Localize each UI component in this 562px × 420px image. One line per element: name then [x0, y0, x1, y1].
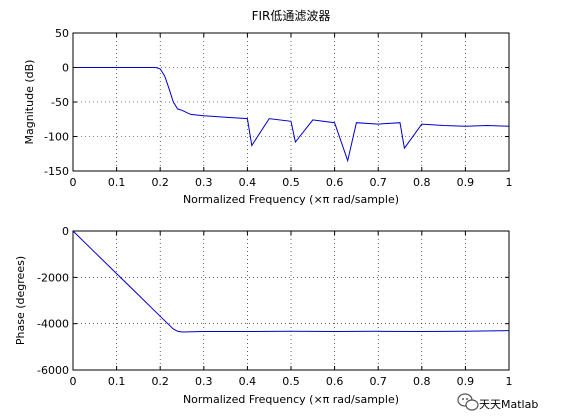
x-tick-label: 0.3 — [195, 176, 213, 189]
x-axis-label: Normalized Frequency (×π rad/sample) — [183, 193, 399, 206]
x-tick-label: 0 — [70, 176, 77, 189]
chart-title: FIR低通滤波器 — [252, 9, 331, 23]
y-tick-label: -4000 — [37, 318, 69, 331]
x-tick-label: 0.8 — [413, 375, 431, 388]
x-tick-label: 0.4 — [239, 375, 257, 388]
magnitude-plot: 0 0.1 0.2 0.3 0.4 0.5 0.6 0.7 0.8 0.9 1 -150 -100 -50… — [23, 9, 513, 206]
y-tick-label: -6000 — [37, 364, 69, 377]
phase-plot: 0 0.1 0.2 0.3 0.4 0.5 0.6 0.7 0.8 0.9 1 -6000 -4000 -… — [14, 225, 513, 406]
x-tick-label: 0.9 — [457, 375, 475, 388]
x-tick-label: 0.4 — [239, 176, 257, 189]
x-tick-label: 0.3 — [195, 375, 213, 388]
x-tick-label: 0 — [70, 375, 77, 388]
y-tick-label: -50 — [51, 96, 69, 109]
x-tick-label: 0.9 — [457, 176, 475, 189]
x-tick-label: 1 — [506, 375, 513, 388]
x-tick-label: 0.1 — [108, 375, 126, 388]
x-tick-label: 0.6 — [326, 375, 344, 388]
x-tick-label: 0.8 — [413, 176, 431, 189]
wechat-icon — [457, 393, 479, 411]
y-tick-label: -100 — [44, 131, 69, 144]
plot-area — [73, 231, 509, 370]
y-axis-label: Phase (degrees) — [14, 256, 27, 345]
y-tick-label: -150 — [44, 165, 69, 178]
x-tick-label: 0.2 — [151, 375, 169, 388]
x-axis-label: Normalized Frequency (×π rad/sample) — [183, 393, 399, 406]
y-axis-label: Magnitude (dB) — [23, 60, 36, 145]
x-tick-label: 0.5 — [282, 375, 300, 388]
series-line — [72, 230, 510, 333]
x-tick-label: 1 — [506, 176, 513, 189]
watermark-text: 天天Matlab — [479, 398, 538, 411]
x-tick-label: 0.7 — [369, 375, 387, 388]
x-tick-label: 0.6 — [326, 176, 344, 189]
x-tick-label: 0.5 — [282, 176, 300, 189]
y-tick-label: -2000 — [37, 271, 69, 284]
x-tick-label: 0.7 — [369, 176, 387, 189]
x-tick-label: 0.2 — [151, 176, 169, 189]
x-tick-label: 0.1 — [108, 176, 126, 189]
y-tick-label: 0 — [62, 225, 69, 238]
y-tick-label: 50 — [55, 27, 69, 40]
watermark: 天天Matlab — [457, 393, 538, 411]
series-line — [73, 67, 510, 163]
y-tick-label: 0 — [62, 62, 69, 75]
